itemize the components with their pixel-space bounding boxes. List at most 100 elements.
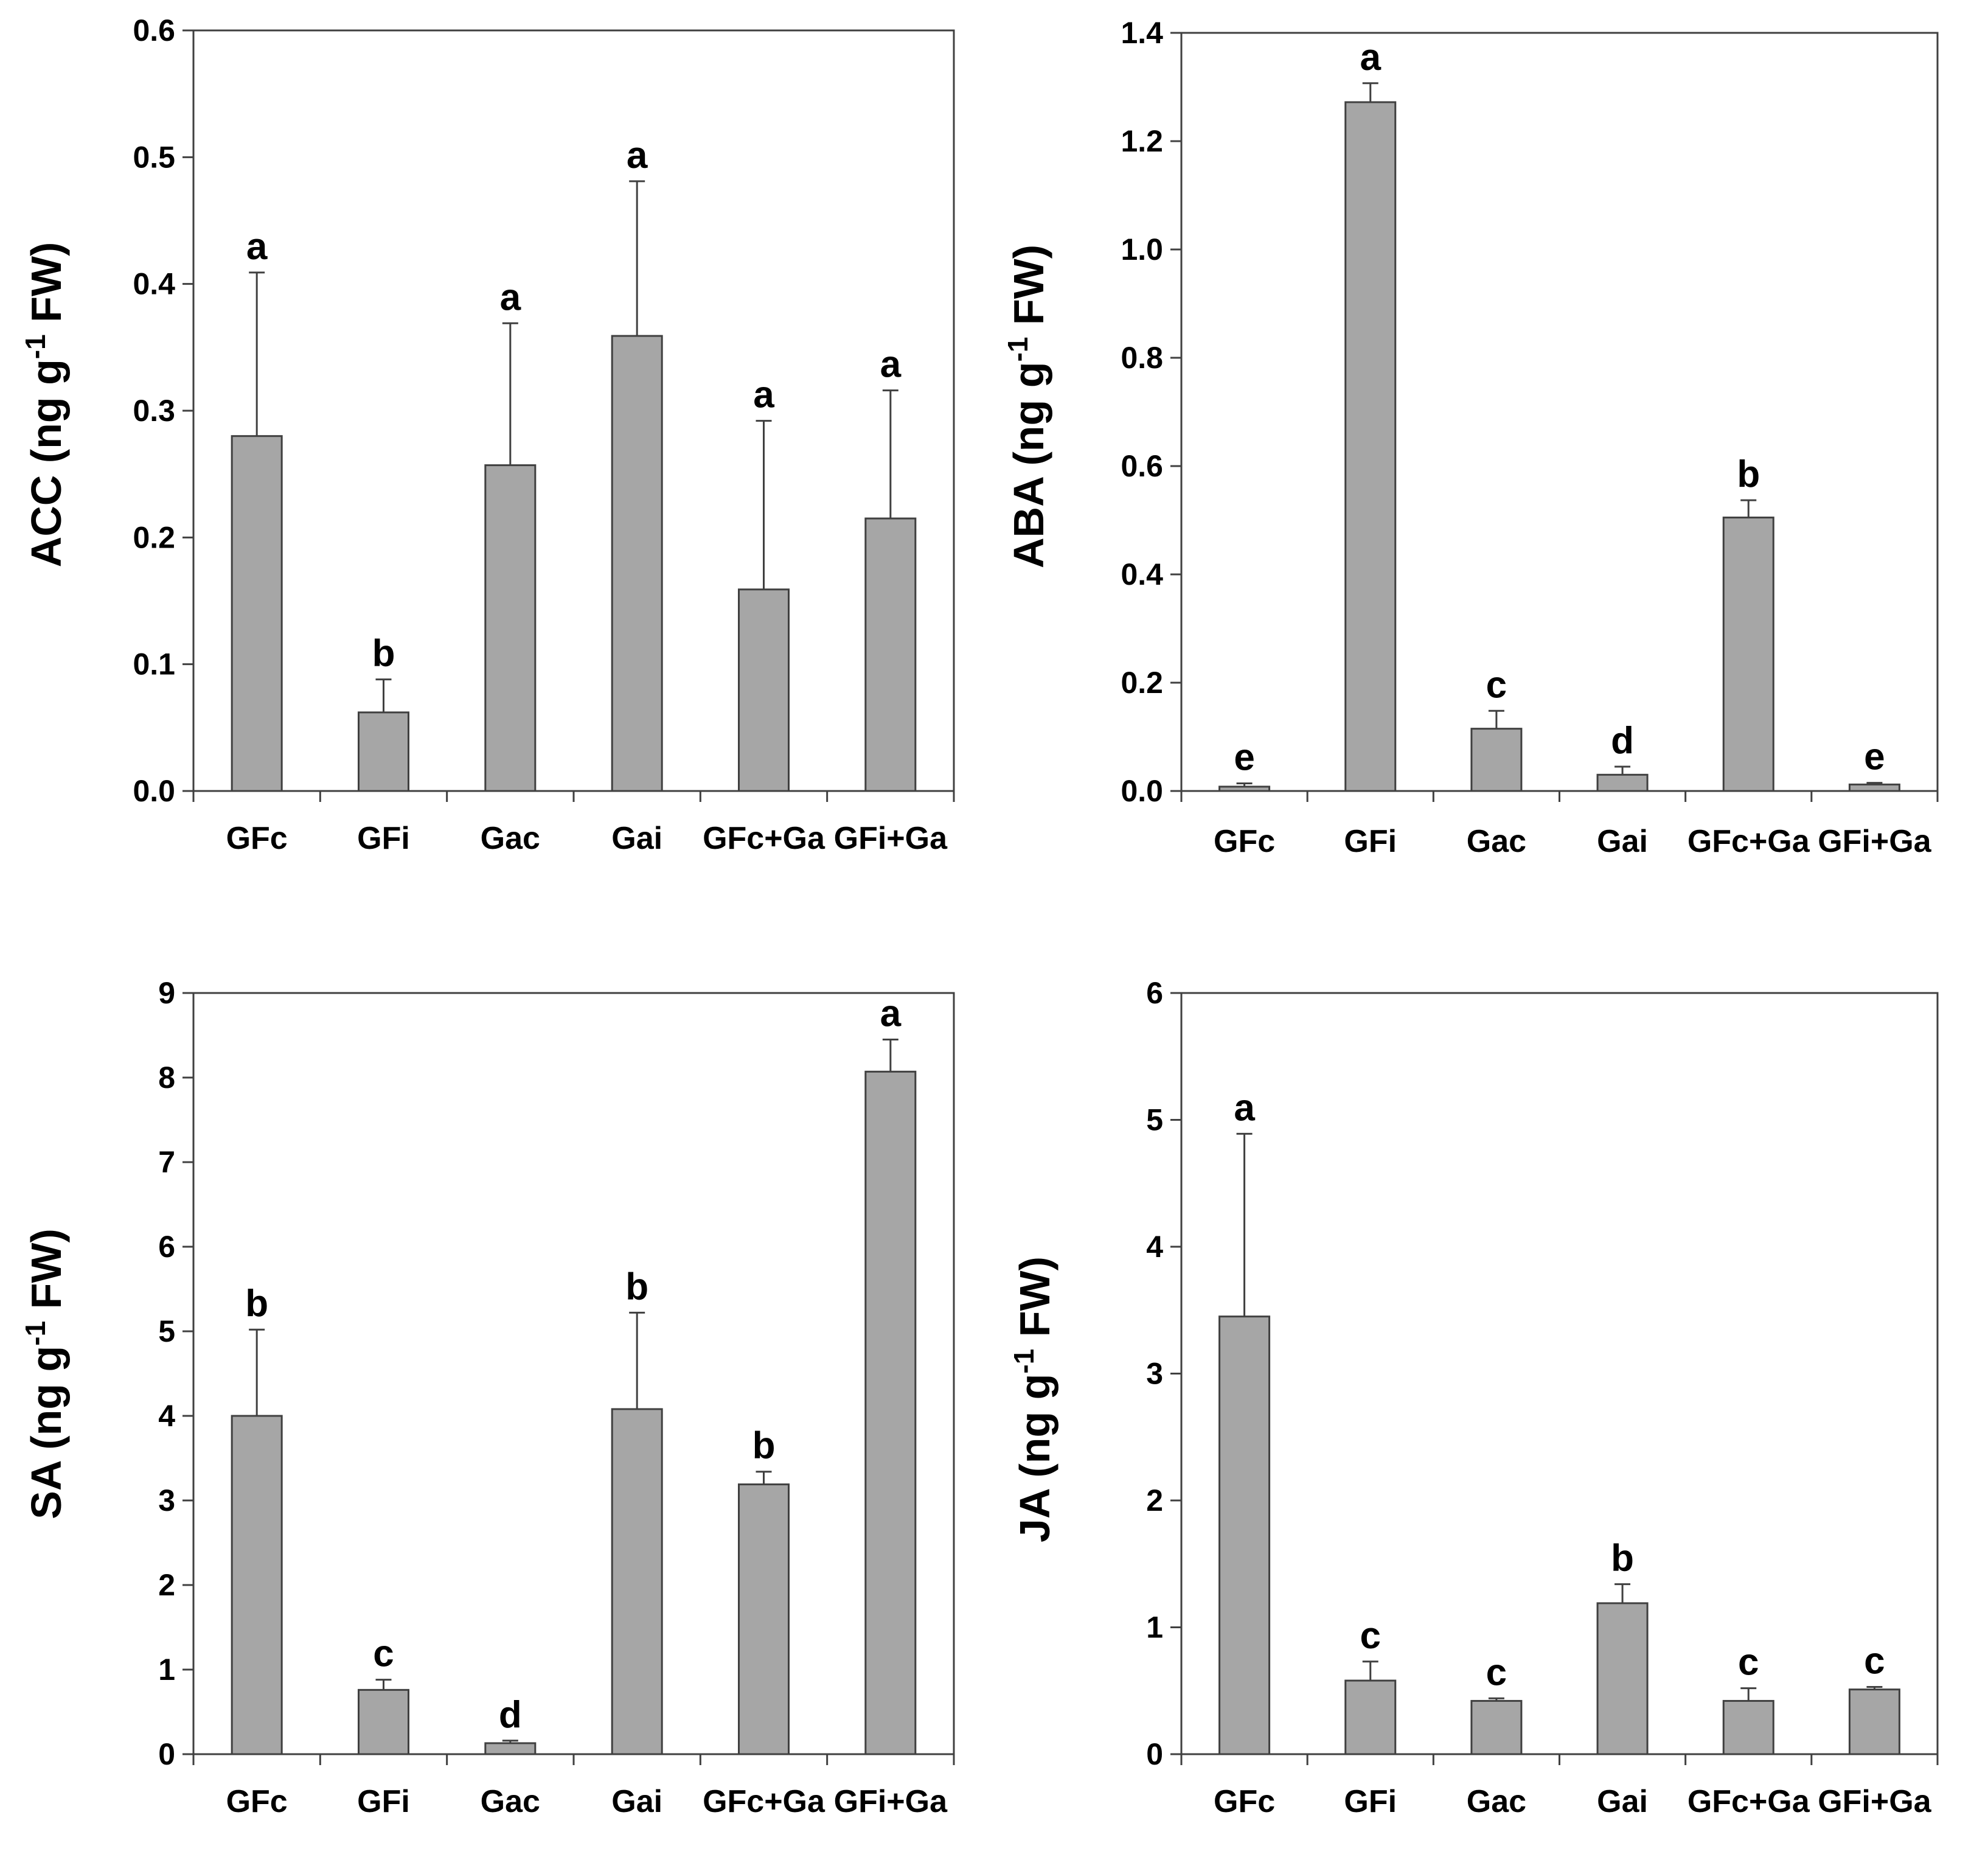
y-tick-label: 2 [1146, 1483, 1163, 1517]
y-tick-label: 3 [1146, 1357, 1163, 1391]
bars-sa [231, 1070, 917, 1755]
panel-ja: JA (ng g-1 FW) 0 1 2 3 4 5 6 GFc GFi Gac Gai GFc+G… [1008, 976, 1939, 1819]
error-bars-aba [1236, 82, 1883, 787]
y-tick-label: 6 [1146, 976, 1163, 1010]
error-bars-acc [249, 180, 898, 712]
significance-letter: b [245, 1283, 268, 1325]
y-tick-label: 6 [158, 1230, 175, 1264]
x-tick-label: Gai [611, 1784, 662, 1819]
y-tick-label: 1 [1146, 1611, 1163, 1645]
y-tick-label: 7 [158, 1145, 175, 1179]
x-tick-label: GFc [226, 821, 288, 856]
significance-letter: e [1864, 736, 1885, 778]
x-tick-label: GFi+Ga [1818, 1784, 1931, 1819]
x-tick-label: Gac [1467, 824, 1526, 859]
significance-letter: a [880, 344, 902, 386]
significance-letter: c [373, 1633, 394, 1675]
y-tick-label: 1 [158, 1653, 175, 1687]
y-tick-label: 1.4 [1121, 16, 1163, 50]
y-tick-label: 0.8 [1121, 341, 1163, 375]
significance-letter: c [1360, 1615, 1381, 1657]
bar [1596, 773, 1649, 792]
x-tick-label: Gai [1597, 824, 1648, 859]
y-tick-label: 9 [158, 976, 175, 1010]
bar [358, 711, 409, 792]
y-axis-title-ja: JA (ng g-1 FW) [1008, 1256, 1058, 1542]
bar [864, 1070, 917, 1755]
x-tick-label: GFc+Ga [1687, 824, 1810, 859]
significance-letter: a [627, 134, 648, 176]
significance-letter: e [1234, 737, 1254, 779]
y-tick-label: 0.5 [133, 140, 175, 174]
y-ticks-sa: 0 1 2 3 4 5 6 7 8 9 [158, 976, 955, 1771]
significance-letter: a [1360, 37, 1382, 78]
y-tick-label: 4 [1146, 1230, 1163, 1264]
bar [1470, 728, 1523, 792]
significance-letters-aba: e a c d b e [1234, 37, 1885, 779]
bar [231, 435, 283, 792]
x-tick-label: GFc+Ga [1687, 1784, 1810, 1819]
significance-letter: b [1737, 453, 1760, 495]
y-tick-label: 0.6 [133, 13, 175, 47]
significance-letter: b [1611, 1538, 1634, 1580]
bar [1848, 1688, 1900, 1755]
bar [1848, 783, 1900, 792]
bar [1218, 1315, 1271, 1755]
x-tick-label: GFi [1344, 824, 1397, 859]
axes-ja [1180, 992, 1939, 1755]
bars-aba [1218, 101, 1900, 792]
y-ticks-acc: 0.0 0.1 0.2 0.3 0.4 0.5 0.6 [133, 13, 955, 808]
significance-letter: c [1486, 1651, 1507, 1693]
significance-letter: c [1738, 1642, 1759, 1684]
y-axis-title-sa: SA (ng g-1 FW) [19, 1228, 70, 1519]
axes-sa [192, 992, 955, 1755]
plot-frame [1180, 32, 1939, 792]
error-bars-ja [1236, 1132, 1883, 1701]
x-tick-label: GFc+Ga [703, 1784, 825, 1819]
bar [484, 464, 537, 792]
bar [864, 517, 917, 792]
bar [611, 1408, 663, 1755]
plot-frame [192, 29, 955, 792]
axes-acc [192, 29, 955, 792]
bar [231, 1415, 283, 1755]
error-bars-sa [249, 1038, 898, 1743]
y-tick-label: 5 [158, 1314, 175, 1348]
x-ticks-acc: GFc GFi Gac Gai GFc+Ga GFi+Ga [226, 821, 948, 856]
bars-ja [1218, 1315, 1900, 1755]
y-tick-label: 0 [1146, 1737, 1163, 1771]
y-tick-label: 0.6 [1121, 449, 1163, 483]
y-tick-label: 0.2 [1121, 666, 1163, 700]
bar [1344, 1679, 1397, 1755]
significance-letters-sa: b c d b b a [245, 992, 901, 1735]
axes-aba [1180, 32, 1939, 792]
y-tick-label: 0.1 [133, 647, 175, 681]
y-ticks-aba: 0.0 0.2 0.4 0.6 0.8 1.0 1.2 1.4 [1121, 16, 1939, 808]
bar [611, 335, 663, 792]
x-tick-label: GFi [357, 1784, 410, 1819]
x-tick-label: GFi+Ga [834, 1784, 948, 1819]
y-axis-title-acc: ACC (ng g-1 FW) [19, 242, 70, 568]
x-ticks-sa: GFc GFi Gac Gai GFc+Ga GFi+Ga [226, 1784, 948, 1819]
y-tick-label: 0.0 [1121, 774, 1163, 808]
x-tick-label: GFc [1214, 1784, 1275, 1819]
y-tick-label: 0.4 [1121, 557, 1163, 591]
x-tick-label: GFc [226, 1784, 288, 1819]
bar [1470, 1699, 1523, 1755]
y-tick-label: 0.2 [133, 520, 175, 554]
x-tick-label: GFi [1344, 1784, 1397, 1819]
significance-letter: d [1611, 720, 1634, 762]
bar [1722, 517, 1774, 792]
bar [358, 1688, 409, 1755]
plot-frame [1180, 992, 1939, 1755]
x-tick-label: Gai [1597, 1784, 1648, 1819]
panel-aba: ABA (ng g-1 FW) 0.0 0.2 0.4 0.6 0.8 1.0 1.2 1.4… [1002, 16, 1939, 859]
bar [1596, 1602, 1649, 1755]
x-tick-label: GFc [1214, 824, 1275, 859]
bar [1722, 1699, 1774, 1755]
y-ticks-ja: 0 1 2 3 4 5 6 [1146, 976, 1939, 1771]
significance-letter: c [1864, 1640, 1885, 1682]
x-ticks-ja: GFc GFi Gac Gai GFc+Ga GFi+Ga [1214, 1784, 1932, 1819]
x-tick-label: Gac [481, 821, 540, 856]
